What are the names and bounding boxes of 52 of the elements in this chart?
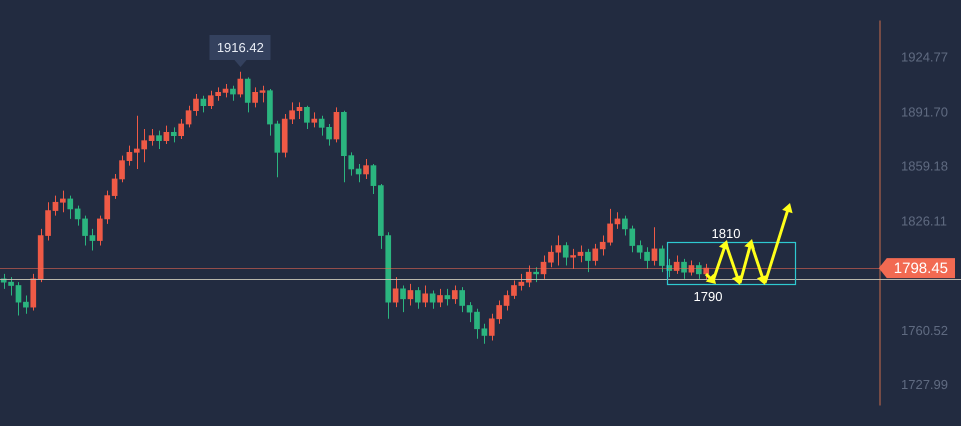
candlestick [452,285,458,304]
candlestick [437,288,443,308]
y-tick-label: 1924.77 [901,49,948,64]
ref-line-label: 1798.45 [894,260,948,278]
candlestick [348,152,354,176]
candlestick [304,105,310,130]
candlestick [674,255,680,274]
candlestick [134,115,140,170]
candlestick [400,285,406,313]
candlestick [488,313,495,341]
candlestick [230,85,236,102]
candlestick [430,290,436,310]
candlestick [97,215,103,246]
candlestick [459,286,466,313]
candlestick [244,76,251,113]
candlestick [156,130,162,150]
candlestick [600,235,606,256]
candlestick [629,225,636,253]
candlestick [208,90,214,110]
candlestick [148,128,154,146]
candlestick [170,126,177,143]
y-tick-label: 1891.70 [901,104,948,120]
candlestick [200,95,206,113]
annotation: 1790 [694,289,722,304]
candlestick [104,190,110,224]
y-tick-label: 1859.18 [901,158,948,174]
candlestick [659,245,665,273]
candlestick [392,276,398,308]
candlestick [422,285,428,308]
candlestick [585,248,591,273]
candlestick [141,128,148,163]
candlestick [592,243,598,266]
candlestick [67,195,74,220]
candlestick [356,163,362,183]
y-tick-label: 1760.52 [901,322,948,338]
candlestick [688,260,694,276]
candlestick [696,262,702,280]
candlestick [238,71,244,98]
candlestick [652,226,658,266]
annotation: 1916.42 [210,34,271,60]
candlestick [363,158,369,180]
annotation: 1810 [712,226,740,241]
candlestick [444,288,450,306]
y-tick-label: 1727.99 [901,376,948,392]
candlestick [311,112,318,128]
candlestick [408,283,414,306]
y-tick-label: 1826.11 [901,214,948,229]
candlestick [681,258,687,280]
candlestick [164,125,170,144]
candlestick [562,242,569,266]
candlestick [414,286,421,310]
candlestick [622,215,628,236]
